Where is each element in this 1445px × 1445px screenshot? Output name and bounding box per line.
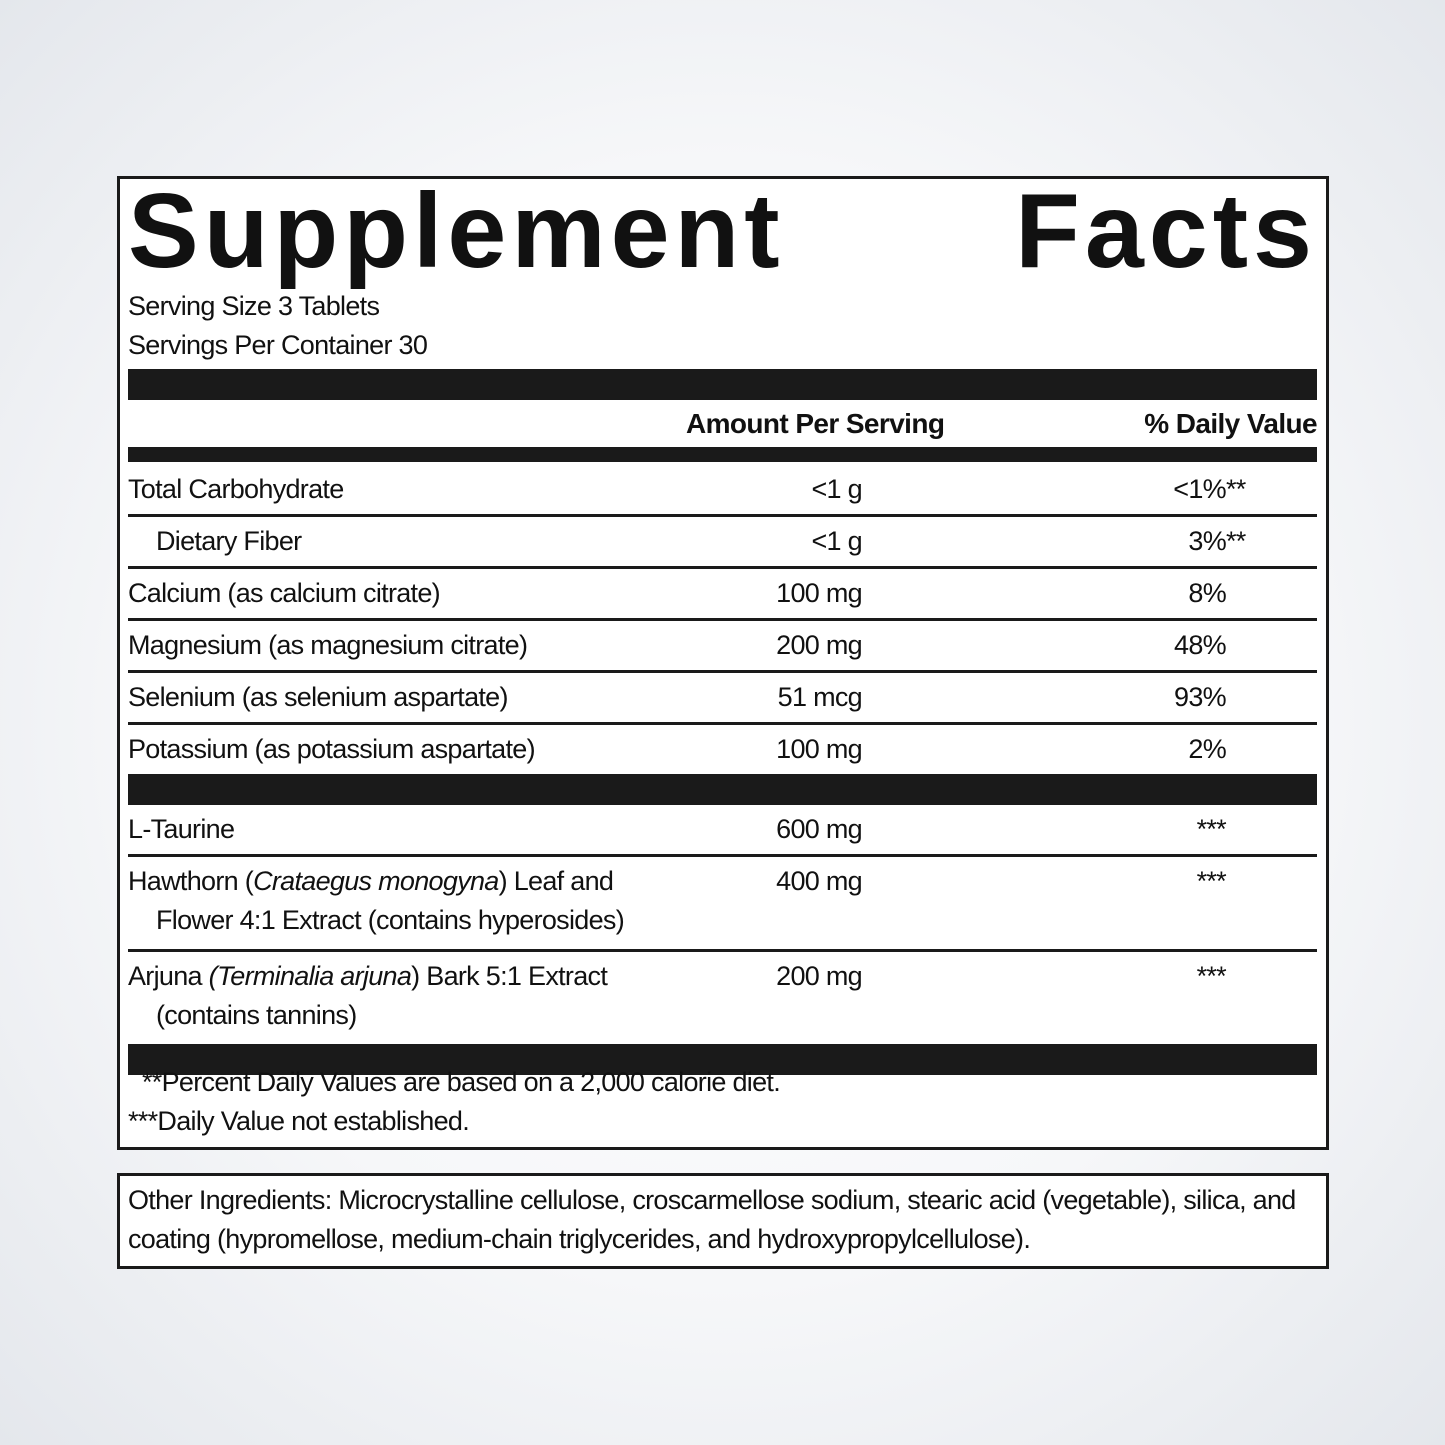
name-text: Flower 4:1 Extract (contains hyperosides… [156, 905, 625, 935]
name-line: Hawthorn (Crataegus monogyna) Leaf and [128, 862, 1317, 901]
name-text: Crataegus monogyna [253, 866, 499, 896]
amount: 200 mg [776, 630, 863, 660]
name-line: Magnesium (as magnesium citrate) [128, 626, 1317, 665]
serving-size: Serving Size 3 Tablets [128, 291, 380, 321]
other-ingredients-panel: Other Ingredients: Microcrystalline cell… [117, 1173, 1329, 1269]
nutrient-row: Magnesium (as magnesium citrate) 200 mg 48… [128, 618, 1317, 670]
daily-value: *** [1196, 961, 1227, 991]
amount: 100 mg [776, 734, 863, 764]
thick-bar [128, 447, 1317, 462]
nutrient-name: L-Taurine [128, 805, 1317, 854]
nutrient-row: Dietary Fiber <1 g 3% ** [128, 514, 1317, 566]
nutrient-row: Selenium (as selenium aspartate) 51 mcg 93… [128, 670, 1317, 722]
name-text: ) Bark 5:1 Extract [411, 961, 608, 991]
nutrient-row: Arjuna (Terminalia arjuna) Bark 5:1 Extr… [128, 949, 1317, 1044]
name-line: Selenium (as selenium aspartate) [128, 678, 1317, 717]
amount: <1 g [811, 474, 862, 504]
thick-bar [128, 774, 1317, 805]
dv-note: ** [1226, 526, 1246, 556]
nutrient-name: Potassium (as potassium aspartate) [128, 725, 1317, 774]
name-text: Potassium (as potassium aspartate) [128, 734, 536, 764]
nutrient-row: Hawthorn (Crataegus monogyna) Leaf and Fl… [128, 854, 1317, 949]
footnote: ***Daily Value not established. [128, 1106, 470, 1136]
nutrient-row: Potassium (as potassium aspartate) 100 mg… [128, 722, 1317, 774]
name-text: Hawthorn ( [128, 866, 254, 896]
amount: <1 g [811, 526, 862, 556]
name-text: Calcium (as calcium citrate) [128, 578, 441, 608]
name-line: L-Taurine [128, 810, 1317, 849]
daily-value: <1% [1173, 474, 1226, 504]
nutrient-name: Calcium (as calcium citrate) [128, 569, 1317, 618]
other-ingredients: Other Ingredients: Microcrystalline cell… [128, 1185, 1296, 1254]
daily-value: 3% [1188, 526, 1226, 556]
daily-value: 48% [1174, 630, 1227, 660]
amount: 400 mg [776, 866, 863, 896]
amount: 200 mg [776, 961, 863, 991]
nutrient-row: L-Taurine 600 mg *** [128, 805, 1317, 854]
daily-value: *** [1196, 814, 1227, 844]
name-line: Potassium (as potassium aspartate) [128, 730, 1317, 769]
nutrient-row: Total Carbohydrate <1 g <1% ** [128, 465, 1317, 514]
amount: 100 mg [776, 578, 863, 608]
name-text: L-Taurine [128, 814, 235, 844]
nutrient-rows: Total Carbohydrate <1 g <1% ** Dietary Fiber… [128, 465, 1317, 1075]
nutrient-name: Arjuna (Terminalia arjuna) Bark 5:1 Extr… [128, 952, 1317, 1044]
nutrient-name: Magnesium (as magnesium citrate) [128, 621, 1317, 670]
dv-note: ** [1226, 474, 1246, 504]
name-text: (Terminalia arjuna [208, 961, 412, 991]
supplement-facts-panel: Supplement Facts Serving Size 3 Tablets … [117, 176, 1329, 1150]
serving-info: Serving Size 3 Tablets Servings Per Cont… [128, 287, 1317, 365]
name-text: Arjuna [128, 961, 209, 991]
servings-per-container: Servings Per Container 30 [128, 330, 428, 360]
name-text: Selenium (as selenium aspartate) [128, 682, 508, 712]
title: Supplement Facts [128, 172, 1317, 290]
thick-bar [128, 1044, 1317, 1075]
name-line: Flower 4:1 Extract (contains hyperosides… [128, 901, 1317, 940]
amount: 51 mcg [777, 682, 863, 712]
daily-value: 8% [1188, 578, 1226, 608]
nutrient-name: Total Carbohydrate [128, 465, 1317, 514]
name-text: ) Leaf and [498, 866, 614, 896]
footnotes: **Percent Daily Values are based on a 2,… [128, 1063, 1317, 1141]
name-line: (contains tannins) [128, 996, 1317, 1035]
name-text: Dietary Fiber [156, 526, 302, 556]
nutrient-name: Selenium (as selenium aspartate) [128, 673, 1317, 722]
name-line: Total Carbohydrate [128, 470, 1317, 509]
name-text: (contains tannins) [156, 1000, 357, 1030]
name-text: Total Carbohydrate [128, 474, 344, 504]
amount-header: Amount Per Serving [686, 408, 945, 439]
footnote: **Percent Daily Values are based on a 2,… [142, 1067, 781, 1097]
name-line: Arjuna (Terminalia arjuna) Bark 5:1 Extr… [128, 957, 1317, 996]
name-line: Calcium (as calcium citrate) [128, 574, 1317, 613]
name-text: Magnesium (as magnesium citrate) [128, 630, 528, 660]
thick-bar [128, 369, 1317, 400]
nutrient-row: Calcium (as calcium citrate) 100 mg 8% [128, 566, 1317, 618]
daily-value: 2% [1188, 734, 1226, 764]
daily-value: *** [1196, 866, 1227, 896]
daily-value: 93% [1174, 682, 1227, 712]
nutrient-name: Dietary Fiber [128, 517, 1317, 566]
amount: 600 mg [776, 814, 863, 844]
name-line: Dietary Fiber [128, 522, 1317, 561]
nutrient-name: Hawthorn (Crataegus monogyna) Leaf and Fl… [128, 857, 1317, 949]
dv-header: % Daily Value [1144, 408, 1317, 439]
column-header: Amount Per Serving % Daily Value [128, 400, 1318, 447]
